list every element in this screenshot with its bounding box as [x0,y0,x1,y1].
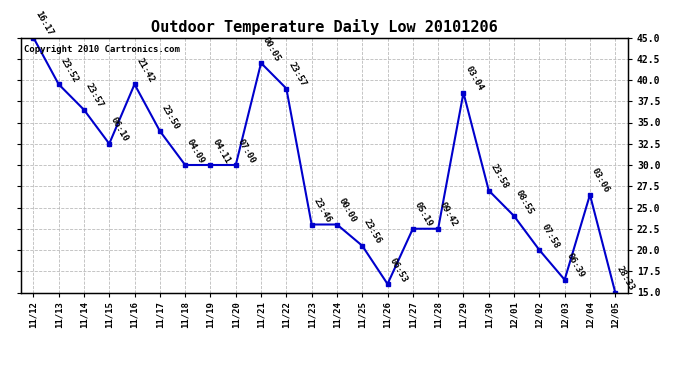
Text: 07:58: 07:58 [540,222,560,250]
Text: 03:06: 03:06 [590,167,611,195]
Text: 08:55: 08:55 [514,188,535,216]
Text: 07:00: 07:00 [236,137,257,165]
Text: 28:33: 28:33 [615,265,636,292]
Text: 23:57: 23:57 [286,61,308,88]
Text: 23:52: 23:52 [59,57,80,84]
Text: 23:56: 23:56 [362,218,384,246]
Text: Copyright 2010 Cartronics.com: Copyright 2010 Cartronics.com [23,45,179,54]
Text: 04:09: 04:09 [185,137,206,165]
Text: 23:57: 23:57 [84,82,105,110]
Title: Outdoor Temperature Daily Low 20101206: Outdoor Temperature Daily Low 20101206 [151,19,497,35]
Text: 04:11: 04:11 [210,137,232,165]
Text: 06:39: 06:39 [564,252,586,280]
Text: 23:58: 23:58 [489,163,510,190]
Text: 00:05: 00:05 [261,35,282,63]
Text: 21:42: 21:42 [135,57,156,84]
Text: 00:00: 00:00 [337,197,358,225]
Text: 06:53: 06:53 [388,256,408,284]
Text: 05:19: 05:19 [413,201,434,229]
Text: 23:50: 23:50 [160,103,181,131]
Text: 16:17: 16:17 [33,10,55,38]
Text: 06:10: 06:10 [109,116,130,144]
Text: 23:46: 23:46 [312,197,333,225]
Text: 03:04: 03:04 [464,65,484,93]
Text: 09:42: 09:42 [438,201,460,229]
